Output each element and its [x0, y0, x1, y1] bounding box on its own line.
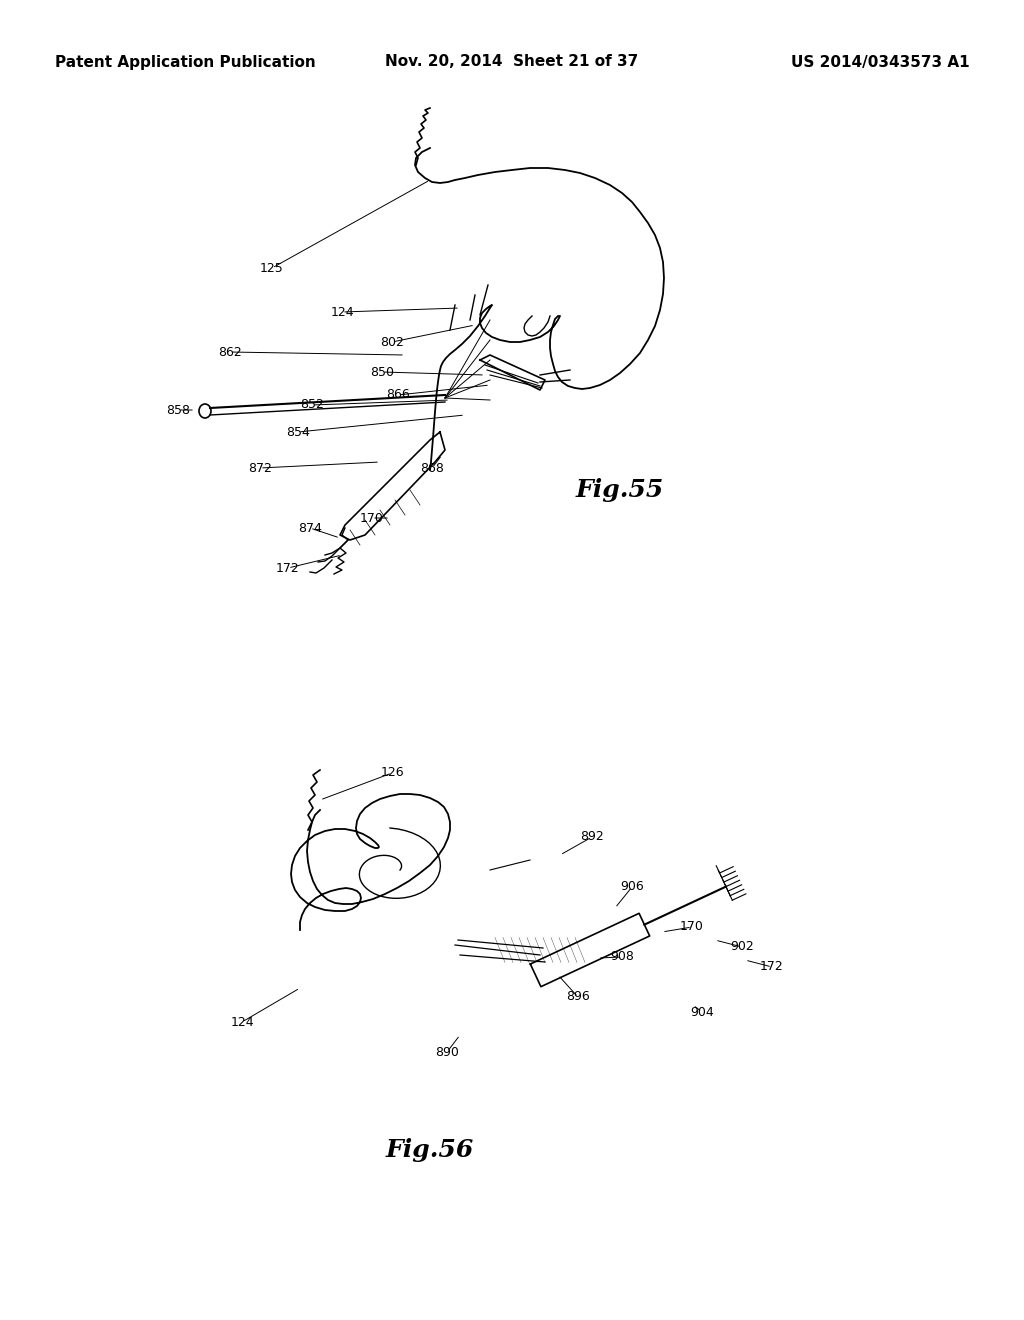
Text: 906: 906	[621, 880, 644, 894]
Text: Nov. 20, 2014  Sheet 21 of 37: Nov. 20, 2014 Sheet 21 of 37	[385, 54, 639, 70]
Text: Fig.56: Fig.56	[386, 1138, 474, 1162]
Text: 852: 852	[300, 399, 324, 412]
Text: 126: 126	[380, 767, 403, 780]
Text: 170: 170	[360, 511, 384, 524]
Text: Patent Application Publication: Patent Application Publication	[55, 54, 315, 70]
Text: 862: 862	[218, 346, 242, 359]
Text: 124: 124	[330, 305, 354, 318]
Text: 854: 854	[286, 425, 310, 438]
Text: 904: 904	[690, 1006, 714, 1019]
Text: 908: 908	[610, 950, 634, 964]
Text: 170: 170	[680, 920, 703, 933]
Text: 172: 172	[276, 561, 300, 574]
Text: 866: 866	[386, 388, 410, 401]
Text: 902: 902	[730, 940, 754, 953]
Text: 890: 890	[435, 1045, 459, 1059]
Text: 896: 896	[566, 990, 590, 1003]
Text: 858: 858	[166, 404, 190, 417]
Text: 125: 125	[260, 261, 284, 275]
Text: Fig.55: Fig.55	[575, 478, 665, 502]
Text: 892: 892	[581, 830, 604, 843]
Text: 172: 172	[760, 961, 784, 974]
Text: 124: 124	[230, 1015, 254, 1028]
Text: 850: 850	[370, 366, 394, 379]
Text: 874: 874	[298, 521, 322, 535]
Text: 872: 872	[248, 462, 272, 474]
Text: 802: 802	[380, 335, 403, 348]
Text: 868: 868	[420, 462, 444, 474]
Text: US 2014/0343573 A1: US 2014/0343573 A1	[792, 54, 970, 70]
